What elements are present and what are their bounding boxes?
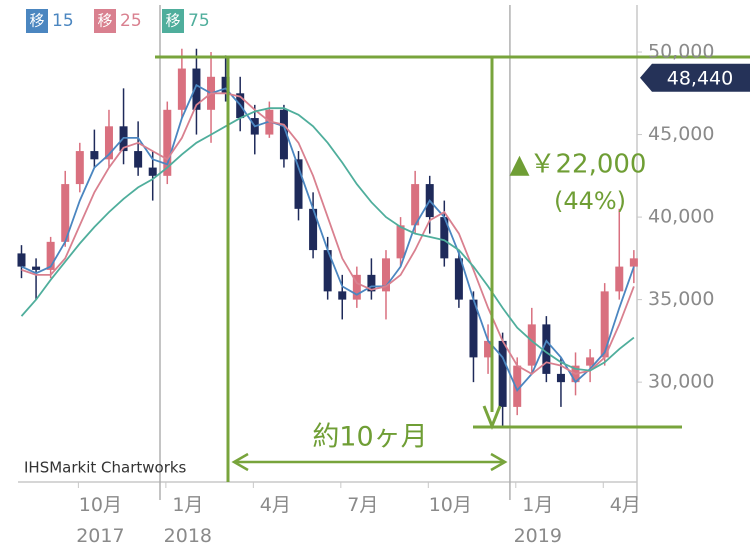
- candle-body: [221, 76, 230, 94]
- ma-line: [21, 92, 635, 375]
- x-tick-label: 1月 2018: [163, 494, 213, 547]
- annotation-bg: [294, 420, 446, 456]
- y-tick-label: 35,000: [648, 288, 714, 310]
- candle-body: [323, 250, 332, 292]
- candle-body: [90, 151, 99, 160]
- candle-body: [75, 151, 84, 185]
- legend-swatch: [162, 9, 184, 33]
- legend-label: 25: [120, 11, 142, 31]
- x-tick-label: 4月: [259, 494, 291, 516]
- candle-body: [352, 274, 361, 300]
- price-tag: [640, 63, 750, 92]
- candle-body: [615, 266, 624, 292]
- candle-body: [192, 68, 201, 110]
- percent-label: (44%): [554, 187, 626, 215]
- legend-prefix: 移: [165, 12, 180, 30]
- candle-body: [338, 291, 347, 300]
- legend-swatch: [94, 9, 116, 33]
- candle-body: [586, 357, 595, 366]
- x-tick-label: 1月 2019: [513, 494, 562, 547]
- legend-prefix: 移: [97, 12, 112, 30]
- candle-body: [411, 184, 420, 226]
- legend-label: 15: [52, 11, 74, 31]
- y-tick-label: 40,000: [648, 206, 714, 228]
- price-tag-label: 48,440: [667, 67, 733, 89]
- y-tick-label: 30,000: [648, 371, 714, 393]
- legend-prefix: 移: [29, 12, 44, 30]
- y-tick-label: 45,000: [648, 123, 714, 145]
- candle-body: [279, 109, 288, 160]
- source: IHSMarkit Chartworks: [24, 459, 187, 477]
- candle-body: [309, 208, 318, 251]
- candle-body: [396, 225, 405, 259]
- annotation-lines: [155, 55, 750, 482]
- candle-body: [484, 340, 493, 358]
- duration-label: 約10ヶ月: [312, 422, 427, 453]
- ma-line: [20, 107, 635, 372]
- legend-label: 75: [188, 11, 210, 31]
- candle-body: [556, 373, 565, 383]
- candle-body: [527, 324, 536, 366]
- candle-body: [17, 253, 26, 267]
- x-tick-label: 4月: [609, 494, 641, 516]
- candle-body: [542, 324, 551, 374]
- candle-body: [177, 68, 186, 110]
- candle-body: [148, 167, 157, 176]
- candle-body: [104, 126, 113, 160]
- candle-body: [600, 291, 609, 358]
- candle-body: [163, 109, 172, 176]
- x-tick-label: 10月: [428, 494, 472, 516]
- marks: [17, 5, 642, 500]
- change-label: ▲￥22,000: [510, 150, 647, 180]
- candle-body: [294, 159, 303, 209]
- candle-body: [629, 258, 638, 267]
- legend-swatch: [26, 9, 48, 33]
- candle-body: [513, 365, 522, 407]
- plot-frame: [18, 5, 638, 500]
- candle-body: [454, 258, 463, 300]
- y-tick-label: 50,000: [648, 41, 714, 63]
- candle-body: [469, 299, 478, 358]
- x-tick-label: 7月: [347, 494, 379, 516]
- candle-body: [134, 151, 143, 168]
- candle-body: [367, 274, 376, 292]
- candle-body: [440, 217, 449, 259]
- candle-body: [61, 184, 70, 242]
- x-tick-label: 10月 2017: [76, 494, 125, 547]
- candle-body: [498, 340, 507, 407]
- candle-body: [381, 258, 390, 292]
- candle-body: [32, 266, 41, 270]
- candle-body: [46, 241, 55, 270]
